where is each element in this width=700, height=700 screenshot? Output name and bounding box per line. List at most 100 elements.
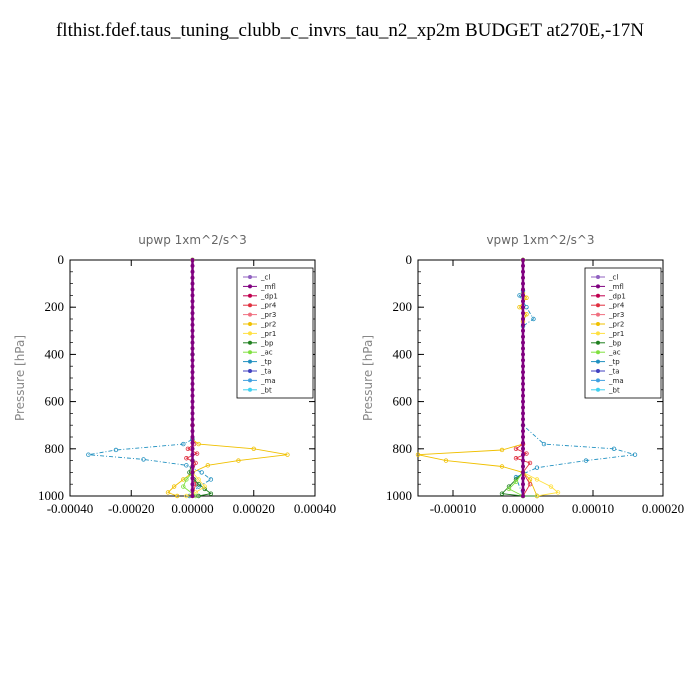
data-point: [184, 463, 189, 468]
legend-swatch-marker: [248, 340, 252, 345]
mfl-marker: [190, 275, 195, 280]
legend-swatch-marker: [248, 369, 252, 373]
legend-label: _ac: [608, 349, 621, 357]
legend-swatch-marker: [248, 312, 252, 317]
x-tick-label: 0.00020: [233, 501, 275, 516]
page-title: flthist.fdef.taus_tuning_clubb_c_invrs_t…: [55, 20, 645, 41]
mfl-marker: [190, 258, 195, 262]
data-point: [184, 477, 189, 482]
x-tick-label: 0.00000: [502, 501, 544, 516]
mfl-marker: [190, 482, 195, 487]
mfl-marker: [521, 328, 525, 333]
legend-swatch-marker: [596, 387, 600, 392]
mfl-marker: [190, 346, 195, 351]
y-tick-label: 0: [406, 252, 413, 267]
y-tick-label: 800: [45, 441, 65, 456]
mfl-marker: [190, 470, 195, 475]
mfl-marker: [521, 334, 525, 339]
data-point: [236, 458, 241, 463]
mfl-marker: [190, 440, 195, 445]
mfl-marker: [190, 435, 195, 439]
mfl-marker: [521, 352, 525, 357]
legend-swatch-marker: [596, 369, 600, 373]
legend-swatch-marker: [596, 275, 600, 279]
legend-swatch-marker: [596, 312, 600, 317]
legend-swatch-marker: [248, 284, 252, 289]
x-tick-label: 0.00040: [294, 501, 336, 516]
x-tick-label: -0.00010: [430, 501, 477, 516]
mfl-marker: [190, 305, 195, 310]
data-point: [534, 477, 540, 482]
mfl-marker: [190, 269, 195, 274]
y-tick-label: 400: [45, 346, 65, 361]
mfl-marker: [190, 334, 195, 339]
mfl-marker: [521, 458, 525, 463]
data-point: [527, 482, 533, 487]
data-point: [141, 457, 146, 462]
x-tick-label: 0.00020: [642, 501, 684, 516]
chart-title: vpwp 1xm^2/s^3: [486, 233, 594, 247]
data-point: [251, 446, 256, 451]
legend-swatch-marker: [596, 378, 600, 383]
data-point: [534, 465, 540, 470]
mfl-marker: [521, 281, 525, 286]
mfl-marker: [521, 399, 525, 404]
data-point: [193, 460, 198, 466]
legend-swatch-marker: [596, 331, 600, 336]
mfl-marker: [521, 275, 525, 280]
legend-label: _bp: [260, 339, 274, 347]
data-point: [184, 456, 189, 461]
mfl-marker: [190, 299, 195, 304]
data-point: [531, 316, 536, 322]
mfl-marker: [521, 381, 525, 386]
data-point: [443, 458, 449, 463]
mfl-marker: [190, 494, 195, 498]
y-tick-label: 200: [393, 299, 413, 314]
legend-swatch-marker: [596, 350, 600, 355]
data-point: [181, 477, 186, 482]
y-tick-label: 600: [45, 394, 65, 409]
mfl-marker: [521, 411, 525, 416]
data-point: [524, 295, 529, 300]
data-point: [527, 477, 533, 482]
data-point: [513, 479, 519, 485]
y-tick-label: 0: [58, 252, 65, 267]
mfl-marker: [521, 470, 525, 475]
data-point: [199, 470, 204, 475]
legend-label: _pr4: [608, 302, 625, 310]
data-point: [86, 452, 91, 457]
mfl-marker: [190, 405, 195, 410]
mfl-marker: [521, 358, 525, 363]
mfl-marker: [521, 476, 525, 481]
mfl-marker: [190, 458, 195, 463]
mfl-marker: [521, 423, 525, 428]
legend-label: _ma: [608, 377, 624, 385]
data-point: [181, 484, 186, 489]
x-tick-label: -0.00040: [47, 501, 94, 516]
legend-label: _tp: [260, 358, 272, 366]
series-line-pr1: [186, 260, 206, 497]
mfl-marker: [190, 488, 195, 493]
data-point: [415, 452, 421, 457]
x-tick-label: 0.00000: [171, 501, 213, 516]
data-point: [205, 463, 211, 468]
legend-label: _ta: [260, 368, 272, 376]
data-point: [196, 477, 201, 482]
legend-label: _pr3: [608, 311, 624, 319]
mfl-marker: [521, 440, 525, 445]
mfl-marker: [521, 446, 525, 451]
mfl-marker: [190, 322, 195, 327]
data-point: [208, 491, 214, 496]
chart-title: upwp 1xm^2/s^3: [138, 233, 247, 247]
legend-label: _bt: [608, 386, 620, 394]
legend-label: _mfl: [608, 283, 624, 291]
mfl-marker: [190, 364, 195, 369]
legend: _cl_mfl_dp1_pr4_pr3_pr2_pr1_bp_ac_tp_ta_…: [236, 267, 314, 399]
mfl-marker: [521, 417, 525, 422]
mfl-marker: [190, 417, 195, 422]
mfl-marker: [521, 387, 525, 392]
y-axis-label: Pressure [hPa]: [13, 335, 27, 421]
legend-swatch-marker: [596, 284, 600, 289]
legend-label: _mfl: [260, 283, 276, 291]
mfl-marker: [521, 482, 525, 487]
